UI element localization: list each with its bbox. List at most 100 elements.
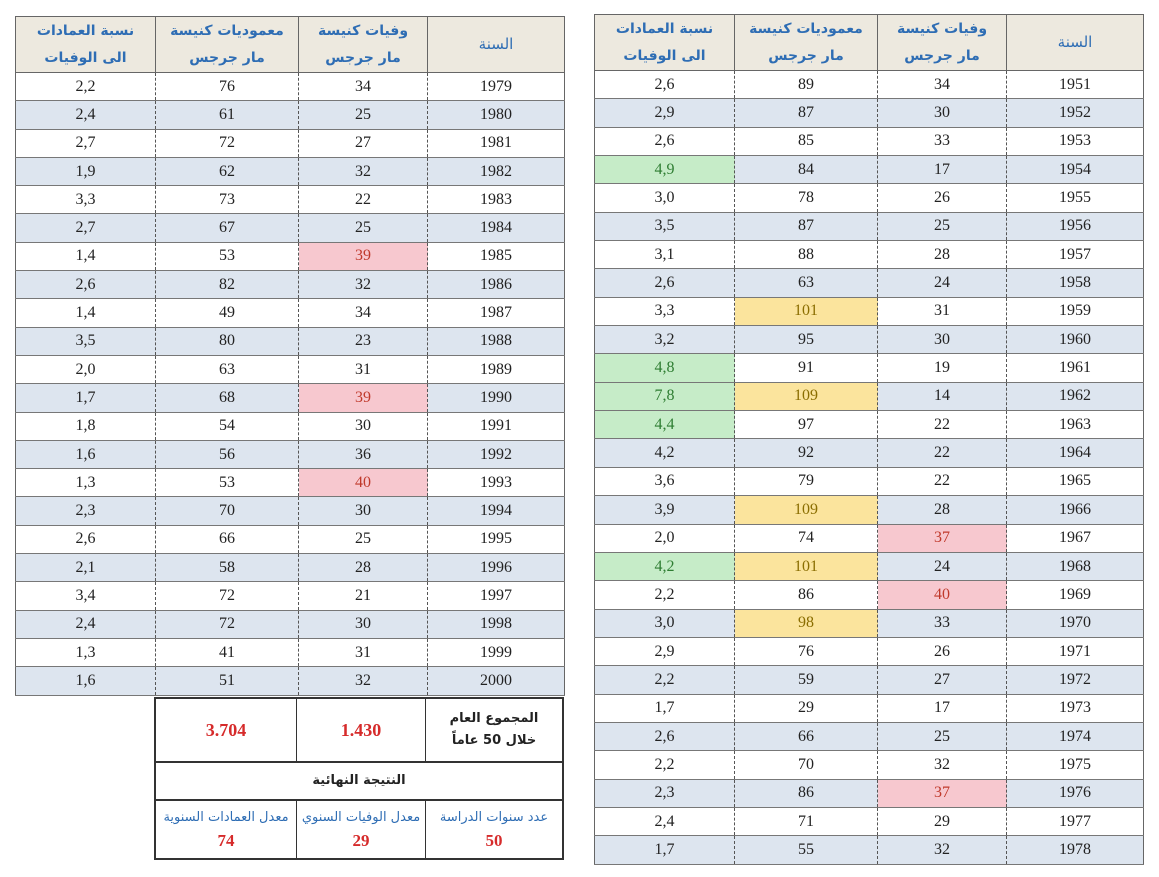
cell-deaths: 30 — [877, 98, 1007, 128]
table-row: 1971 26 76 2,9 — [594, 637, 1144, 667]
cell-deaths: 32 — [877, 750, 1007, 780]
table-row: 1974 25 66 2,6 — [594, 722, 1144, 752]
cell-ratio: 1,6 — [15, 440, 156, 470]
table-row: 1953 33 85 2,6 — [594, 127, 1144, 157]
cell-deaths: 22 — [877, 410, 1007, 440]
cell-ratio: 1,9 — [15, 157, 156, 187]
cell-ratio: 2,2 — [15, 72, 156, 102]
cell-baptisms: 49 — [155, 298, 299, 328]
cell-year: 1961 — [1006, 353, 1144, 383]
cell-ratio: 3,5 — [15, 327, 156, 356]
cell-deaths: 17 — [877, 694, 1007, 723]
cell-year: 1986 — [427, 270, 565, 300]
cell-baptisms: 53 — [155, 468, 299, 498]
cell-year: 1981 — [427, 129, 565, 158]
cell-deaths: 32 — [298, 270, 428, 300]
cell-baptisms: 78 — [734, 183, 878, 213]
total-label-line1: المجموع العام — [449, 711, 539, 726]
cell-year: 1966 — [1006, 495, 1144, 525]
cell-baptisms: 68 — [155, 383, 299, 413]
cell-year: 1952 — [1006, 98, 1144, 128]
header-ratio: نسبة العمادات الى الوفيات — [594, 14, 735, 71]
cell-year: 1962 — [1006, 382, 1144, 412]
table-row: 1980 25 61 2,4 — [15, 100, 565, 130]
cell-baptisms: 92 — [734, 438, 878, 468]
cell-ratio: 2,7 — [15, 129, 156, 158]
cell-ratio: 3,5 — [594, 212, 735, 242]
cell-year: 1972 — [1006, 665, 1144, 695]
table-row: 1991 30 54 1,8 — [15, 412, 565, 441]
cell-baptisms: 109 — [734, 495, 878, 525]
table-row: 1965 22 79 3,6 — [594, 467, 1144, 497]
cell-ratio: 2,2 — [594, 750, 735, 780]
cell-baptisms: 98 — [734, 609, 878, 638]
cell-deaths: 28 — [877, 495, 1007, 525]
cell-ratio: 3,3 — [594, 297, 735, 327]
table-row: 1983 22 73 3,3 — [15, 185, 565, 215]
table-row: 1969 40 86 2,2 — [594, 580, 1144, 610]
cell-ratio: 1,8 — [15, 412, 156, 441]
table-row: 1992 36 56 1,6 — [15, 440, 565, 470]
cell-ratio: 2,6 — [594, 70, 735, 100]
cell-deaths: 27 — [877, 665, 1007, 695]
cell-year: 1985 — [427, 242, 565, 272]
table-row: 1978 32 55 1,7 — [594, 835, 1144, 865]
cell-deaths: 26 — [877, 183, 1007, 213]
cell-baptisms: 85 — [734, 127, 878, 157]
total-deaths-cell: 1.430 — [296, 699, 425, 761]
cell-ratio: 1,3 — [15, 638, 156, 668]
header-baptisms: معموديات كنيسة مار جرجس — [734, 14, 878, 71]
header-deaths: وفيات كنيسة مار جرجس — [877, 14, 1007, 71]
cell-ratio: 4,2 — [594, 438, 735, 468]
table-row: 1995 25 66 2,6 — [15, 525, 565, 555]
cell-year: 1983 — [427, 185, 565, 215]
cell-deaths: 29 — [877, 807, 1007, 837]
table-row: 1976 37 86 2,3 — [594, 779, 1144, 808]
cell-ratio: 3,0 — [594, 183, 735, 213]
table-row: 1961 19 91 4,8 — [594, 353, 1144, 383]
total-label-line2: خلال 50 عاماً — [451, 733, 537, 748]
cell-deaths: 23 — [298, 327, 428, 356]
table-row: 1964 22 92 4,2 — [594, 438, 1144, 468]
cell-deaths: 31 — [298, 638, 428, 668]
cell-ratio: 2,3 — [594, 779, 735, 808]
table-row: 1960 30 95 3,2 — [594, 325, 1144, 355]
cell-ratio: 2,2 — [594, 580, 735, 610]
cell-baptisms: 70 — [155, 496, 299, 526]
cell-deaths: 22 — [877, 467, 1007, 497]
table-row: 1987 34 49 1,4 — [15, 298, 565, 328]
cell-deaths: 30 — [298, 412, 428, 441]
cell-deaths: 33 — [877, 609, 1007, 638]
table-row: 1954 17 84 4,9 — [594, 155, 1144, 185]
cell-baptisms: 41 — [155, 638, 299, 668]
table-row: 1988 23 80 3,5 — [15, 327, 565, 356]
cell-year: 1965 — [1006, 467, 1144, 497]
cell-year: 1993 — [427, 468, 565, 498]
cell-deaths: 27 — [298, 129, 428, 158]
cell-ratio: 7,8 — [594, 382, 735, 412]
cell-baptisms: 72 — [155, 129, 299, 158]
cell-baptisms: 79 — [734, 467, 878, 497]
table-row: 1975 32 70 2,2 — [594, 750, 1144, 780]
cell-baptisms: 54 — [155, 412, 299, 441]
cell-year: 1997 — [427, 581, 565, 611]
cell-ratio: 2,6 — [15, 525, 156, 555]
cell-deaths: 34 — [298, 298, 428, 328]
cell-baptisms: 82 — [155, 270, 299, 300]
cell-ratio: 2,0 — [15, 355, 156, 385]
cell-ratio: 4,2 — [594, 552, 735, 582]
cell-baptisms: 87 — [734, 212, 878, 242]
cell-deaths: 25 — [298, 213, 428, 243]
cell-year: 1951 — [1006, 70, 1144, 100]
table-row: 1981 27 72 2,7 — [15, 129, 565, 158]
cell-year: 1996 — [427, 553, 565, 583]
total-deaths-value: 1.430 — [340, 719, 382, 740]
table-row: 1982 32 62 1,9 — [15, 157, 565, 187]
cell-year: 1957 — [1006, 240, 1144, 270]
cell-ratio: 2,6 — [594, 127, 735, 157]
years-value: 50 — [485, 831, 503, 850]
cell-deaths: 40 — [298, 468, 428, 498]
cell-baptisms: 72 — [155, 610, 299, 639]
table-row: 1984 25 67 2,7 — [15, 213, 565, 243]
cell-ratio: 2,9 — [594, 98, 735, 128]
